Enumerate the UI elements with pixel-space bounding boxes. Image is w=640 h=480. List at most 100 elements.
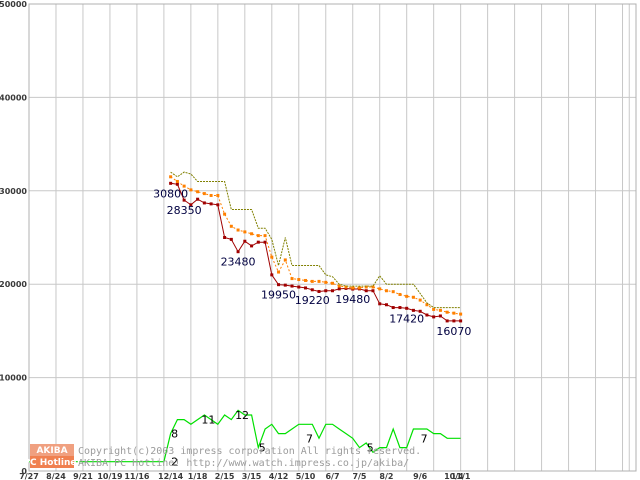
data-point-avg-price bbox=[277, 270, 281, 274]
x-tick-label: 12/14 bbox=[158, 472, 184, 480]
data-point-min-price bbox=[445, 319, 449, 323]
x-tick-label: 3/15 bbox=[242, 472, 262, 480]
data-point-avg-price bbox=[331, 281, 334, 285]
y-tick-label: 50000 bbox=[0, 0, 27, 9]
data-point-avg-price bbox=[391, 290, 395, 294]
data-point-avg-price bbox=[304, 278, 308, 282]
data-point-min-price bbox=[364, 289, 368, 293]
data-point-min-price bbox=[459, 319, 463, 323]
data-label-min: 28350 bbox=[167, 204, 202, 217]
data-point-min-price bbox=[250, 244, 254, 248]
data-point-min-price bbox=[324, 289, 328, 293]
data-point-avg-price bbox=[229, 224, 233, 228]
data-point-min-price bbox=[391, 306, 395, 310]
data-point-avg-price bbox=[175, 179, 179, 183]
data-point-min-price bbox=[418, 309, 422, 313]
data-point-min-price bbox=[411, 308, 415, 312]
data-point-avg-price bbox=[270, 255, 274, 259]
data-point-avg-price bbox=[384, 289, 388, 293]
x-tick-label: 4/12 bbox=[269, 472, 289, 480]
data-point-avg-price bbox=[432, 307, 436, 311]
data-point-avg-price bbox=[263, 234, 267, 238]
data-point-min-price bbox=[263, 240, 267, 244]
data-point-avg-price bbox=[209, 193, 213, 197]
series-line-shop-count bbox=[29, 409, 461, 463]
x-tick-label: 7/27 bbox=[19, 472, 39, 480]
y-tick-label: 10000 bbox=[0, 374, 27, 383]
data-point-avg-price bbox=[216, 193, 220, 197]
data-point-min-price bbox=[398, 306, 402, 310]
data-point-avg-price bbox=[411, 295, 415, 299]
data-point-min-price bbox=[297, 285, 301, 289]
data-point-avg-price bbox=[202, 192, 206, 196]
series-lines bbox=[29, 171, 463, 463]
data-point-avg-price bbox=[344, 285, 348, 289]
data-point-avg-price bbox=[317, 279, 321, 283]
series-line-max-price bbox=[170, 171, 461, 309]
logo-bottom-text: PC Hotline! bbox=[23, 458, 80, 468]
data-point-avg-price bbox=[223, 212, 227, 216]
data-point-min-price bbox=[371, 289, 375, 293]
data-point-min-price bbox=[405, 306, 409, 310]
data-point-min-price bbox=[223, 236, 227, 239]
data-label-min: 23480 bbox=[221, 256, 256, 269]
data-point-avg-price bbox=[357, 286, 361, 290]
data-label-min: 19220 bbox=[295, 294, 330, 307]
watermark-copyright: Copyright(c)2003 impress corporation All… bbox=[78, 446, 421, 457]
data-label-count: 5 bbox=[367, 442, 374, 455]
x-tick-label: 11/16 bbox=[124, 472, 150, 480]
logo-top-text: AKIBA bbox=[36, 446, 67, 456]
data-point-min-price bbox=[236, 250, 240, 254]
data-point-min-price bbox=[189, 203, 193, 207]
data-point-avg-price bbox=[405, 294, 409, 298]
data-point-min-price bbox=[277, 283, 281, 287]
data-point-min-price bbox=[270, 273, 274, 277]
watermark: AKIBA PC Hotline! Copyright(c)2003 impre… bbox=[23, 444, 421, 469]
data-point-avg-price bbox=[182, 184, 186, 188]
y-axis-ticks: 0 10000 20000 30000 40000 50000 bbox=[0, 0, 27, 476]
data-point-avg-price bbox=[196, 190, 200, 194]
data-point-avg-price bbox=[378, 287, 382, 291]
data-label-min: 19950 bbox=[261, 289, 296, 302]
data-point-min-price bbox=[290, 284, 294, 288]
data-point-avg-price bbox=[337, 284, 341, 288]
watermark-url: AKIBA PC Hotline! http://www.watch.impre… bbox=[78, 458, 409, 469]
grid bbox=[28, 3, 636, 472]
data-point-min-price bbox=[310, 288, 314, 292]
data-point-avg-price bbox=[371, 285, 375, 289]
data-label-count: 8 bbox=[171, 428, 178, 441]
x-tick-label: 10/19 bbox=[97, 472, 123, 480]
data-point-avg-price bbox=[250, 232, 254, 236]
data-point-min-price bbox=[452, 319, 456, 323]
akiba-logo: AKIBA PC Hotline! bbox=[23, 444, 81, 468]
x-tick-label: 6/7 bbox=[325, 472, 339, 480]
data-point-min-price bbox=[229, 237, 233, 241]
data-point-avg-price bbox=[445, 310, 449, 314]
data-label-count: 12 bbox=[235, 409, 249, 422]
data-point-avg-price bbox=[243, 230, 247, 234]
data-point-min-price bbox=[384, 303, 388, 307]
data-point-avg-price bbox=[310, 279, 314, 283]
data-point-avg-price bbox=[290, 277, 294, 281]
data-point-min-price bbox=[337, 287, 341, 291]
data-label-min: 30800 bbox=[153, 187, 188, 200]
data-label-count: 5 bbox=[259, 442, 266, 455]
x-tick-label: 1/18 bbox=[188, 472, 208, 480]
data-point-avg-price bbox=[425, 303, 429, 307]
data-point-avg-price bbox=[169, 175, 173, 179]
data-point-min-price bbox=[256, 240, 260, 244]
data-point-min-price bbox=[432, 315, 436, 319]
data-point-avg-price bbox=[283, 258, 287, 262]
x-tick-label: 7/5 bbox=[352, 472, 366, 480]
y-tick-label: 40000 bbox=[0, 93, 27, 102]
y-tick-label: 30000 bbox=[0, 187, 27, 196]
data-point-min-price bbox=[182, 198, 186, 202]
data-label-min: 19480 bbox=[335, 293, 370, 306]
x-axis-ticks: 7/27 8/24 9/21 10/19 11/16 12/14 1/18 2/15 3/15 4… bbox=[19, 472, 471, 480]
data-label-min: 17420 bbox=[389, 312, 424, 325]
data-point-avg-price bbox=[256, 234, 260, 238]
data-label-count: 7 bbox=[306, 432, 313, 445]
data-point-avg-price bbox=[398, 292, 402, 296]
data-point-min-price bbox=[317, 289, 321, 293]
